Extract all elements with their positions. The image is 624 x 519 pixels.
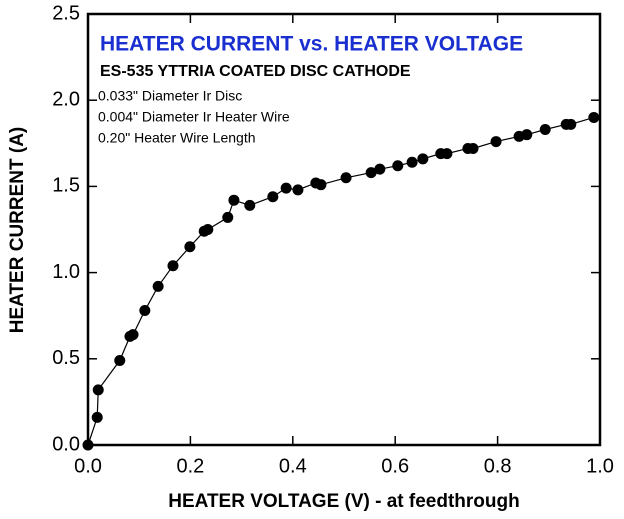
data-point bbox=[406, 156, 418, 168]
data-point bbox=[490, 136, 502, 148]
data-point bbox=[244, 199, 256, 211]
data-point bbox=[467, 142, 479, 154]
data-point bbox=[202, 224, 214, 235]
data-point bbox=[565, 118, 577, 130]
data-point bbox=[315, 179, 327, 191]
x-tick-label: 0.2 bbox=[176, 455, 204, 477]
data-point bbox=[539, 124, 551, 136]
x-axis-label: HEATER VOLTAGE (V) - at feedthrough bbox=[168, 491, 519, 512]
annotation: 0.004" Diameter Ir Heater Wire bbox=[98, 109, 290, 125]
plot-frame bbox=[86, 12, 602, 447]
x-tick-label: 0.4 bbox=[279, 455, 307, 477]
annotation: 0.20" Heater Wire Length bbox=[98, 130, 256, 146]
y-axis-label: HEATER CURRENT (A) bbox=[7, 127, 28, 334]
chart-subtitle: ES-535 YTTRIA COATED DISC CATHODE bbox=[100, 63, 411, 80]
data-point bbox=[127, 329, 139, 341]
x-tick-label: 0.8 bbox=[484, 455, 512, 477]
data-point bbox=[417, 153, 429, 165]
data-point bbox=[340, 172, 352, 184]
data-point bbox=[292, 184, 304, 196]
y-tick-label: 1.5 bbox=[52, 175, 80, 197]
data-point bbox=[167, 260, 179, 272]
data-point bbox=[152, 280, 164, 292]
annotation: 0.033" Diameter Ir Disc bbox=[98, 88, 242, 104]
data-point bbox=[280, 182, 292, 194]
y-tick-label: 2.5 bbox=[52, 2, 80, 24]
data-point bbox=[91, 411, 103, 423]
data-point bbox=[267, 191, 279, 203]
y-tick-label: 1.0 bbox=[52, 261, 80, 283]
data-point bbox=[588, 111, 600, 123]
x-tick-label: 1.0 bbox=[586, 455, 614, 477]
data-point bbox=[521, 129, 533, 141]
data-line bbox=[87, 116, 595, 446]
data-point bbox=[184, 241, 196, 253]
y-tick-label: 0.0 bbox=[52, 433, 80, 455]
data-point bbox=[374, 163, 386, 175]
data-point bbox=[222, 211, 234, 223]
data-point bbox=[441, 148, 453, 160]
chart-title: HEATER CURRENT vs. HEATER VOLTAGE bbox=[100, 33, 523, 56]
y-tick-label: 0.5 bbox=[52, 347, 80, 369]
data-point bbox=[114, 355, 126, 367]
data-point bbox=[392, 160, 404, 172]
data-point bbox=[82, 439, 94, 451]
data-point bbox=[92, 384, 104, 396]
data-point bbox=[228, 194, 240, 206]
y-tick-label: 2.0 bbox=[52, 88, 80, 110]
x-tick-label: 0.0 bbox=[74, 455, 102, 477]
x-tick-label: 0.6 bbox=[381, 455, 409, 477]
data-point bbox=[139, 305, 151, 317]
data-point bbox=[365, 167, 377, 179]
